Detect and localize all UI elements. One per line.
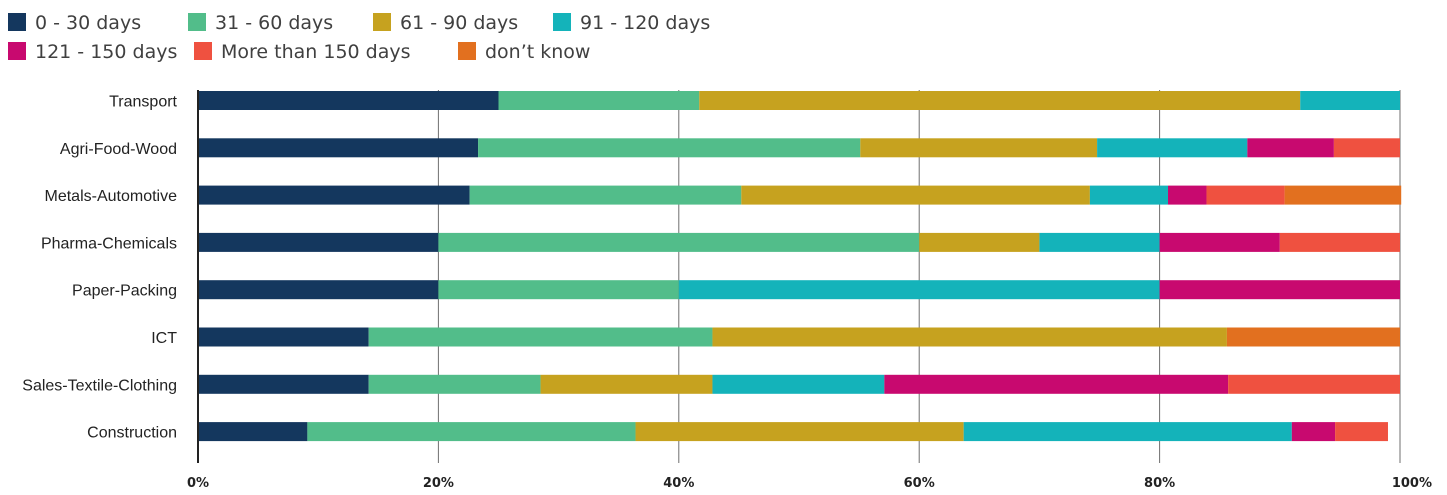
category-label: Agri-Food-Wood bbox=[60, 141, 177, 158]
category-label: ICT bbox=[151, 330, 177, 347]
x-tick-label: 60% bbox=[904, 476, 935, 491]
category-label: Paper-Packing bbox=[72, 283, 177, 300]
legend-label: 31 - 60 days bbox=[215, 12, 333, 34]
bar-segment bbox=[678, 280, 1160, 300]
bar-segment bbox=[712, 327, 1227, 347]
bar-segment bbox=[635, 422, 964, 442]
bar-segment bbox=[1097, 138, 1248, 158]
bar-segment bbox=[1333, 138, 1400, 158]
bar-segment bbox=[368, 327, 713, 347]
legend-item: 61 - 90 days bbox=[373, 12, 518, 34]
bar-segment bbox=[860, 138, 1098, 158]
bar-segment bbox=[1089, 185, 1169, 205]
bar-segment bbox=[198, 185, 470, 205]
legend-swatch bbox=[8, 42, 26, 60]
bar-segment bbox=[198, 422, 308, 442]
bar-segment bbox=[1159, 232, 1280, 252]
legend-item: 31 - 60 days bbox=[188, 12, 333, 34]
bar-segment bbox=[884, 374, 1229, 394]
legend-item: don’t know bbox=[458, 41, 590, 63]
legend-swatch bbox=[373, 13, 391, 31]
x-tick-label: 40% bbox=[663, 476, 694, 491]
bar-segment bbox=[198, 232, 439, 252]
bar-segment bbox=[307, 422, 636, 442]
bar-segment bbox=[198, 327, 369, 347]
category-label: Transport bbox=[109, 94, 177, 111]
bar-segment bbox=[741, 185, 1090, 205]
bar-segment bbox=[368, 374, 541, 394]
legend-label: 61 - 90 days bbox=[400, 12, 518, 34]
bar-segment bbox=[699, 91, 1301, 110]
bar-segment bbox=[469, 185, 742, 205]
legend-swatch bbox=[458, 42, 476, 60]
category-labels: Transport Agri-Food-Wood Metals-Automotive… bbox=[22, 94, 177, 442]
legend-label: 121 - 150 days bbox=[35, 41, 177, 63]
bar-segment bbox=[198, 374, 369, 394]
bar-segment bbox=[712, 374, 885, 394]
bar-segment bbox=[438, 232, 920, 252]
bar-segment bbox=[1159, 280, 1400, 300]
legend-item: More than 150 days bbox=[194, 41, 411, 63]
bar-segment bbox=[1279, 232, 1400, 252]
legend-swatch bbox=[8, 13, 26, 31]
legend-swatch bbox=[188, 13, 206, 31]
legend: 0 - 30 days 31 - 60 days 61 - 90 days 91 - … bbox=[8, 12, 710, 63]
x-tick-labels: 0% 20% 40% 60% 80% 100% bbox=[187, 476, 1432, 491]
bar-segment bbox=[963, 422, 1292, 442]
legend-label: 0 - 30 days bbox=[35, 12, 141, 34]
bar-segment bbox=[438, 280, 679, 300]
bar-segment bbox=[1039, 232, 1160, 252]
bar-segment bbox=[1300, 91, 1400, 110]
category-label: Construction bbox=[87, 425, 177, 442]
bar-segment bbox=[198, 91, 499, 110]
legend-item: 0 - 30 days bbox=[8, 12, 141, 34]
legend-item: 91 - 120 days bbox=[553, 12, 710, 34]
bar-segment bbox=[1247, 138, 1334, 158]
x-tick-label: 80% bbox=[1144, 476, 1175, 491]
bar-segment bbox=[540, 374, 713, 394]
category-label: Sales-Textile-Clothing bbox=[22, 377, 177, 394]
legend-swatch bbox=[553, 13, 571, 31]
bar-segment bbox=[1226, 327, 1400, 347]
legend-label: More than 150 days bbox=[221, 41, 411, 63]
x-tick-label: 100% bbox=[1392, 476, 1432, 491]
bar-segment bbox=[1168, 185, 1207, 205]
bar-segment bbox=[198, 280, 439, 300]
legend-label: don’t know bbox=[485, 41, 590, 63]
bar-segment bbox=[498, 91, 700, 110]
bar-segment bbox=[1206, 185, 1285, 205]
x-tick-label: 20% bbox=[423, 476, 454, 491]
bar-segment bbox=[1284, 185, 1402, 205]
legend-item: 121 - 150 days bbox=[8, 41, 177, 63]
category-label: Metals-Automotive bbox=[45, 188, 178, 205]
bars bbox=[198, 91, 1402, 442]
bar-segment bbox=[1228, 374, 1400, 394]
category-label: Pharma-Chemicals bbox=[41, 235, 177, 252]
legend-label: 91 - 120 days bbox=[580, 12, 710, 34]
bar-segment bbox=[919, 232, 1040, 252]
bar-segment bbox=[478, 138, 861, 158]
legend-swatch bbox=[194, 42, 212, 60]
bar-segment bbox=[1335, 422, 1388, 442]
bar-segment bbox=[1291, 422, 1336, 442]
bar-segment bbox=[198, 138, 479, 158]
x-tick-label: 0% bbox=[187, 476, 209, 491]
